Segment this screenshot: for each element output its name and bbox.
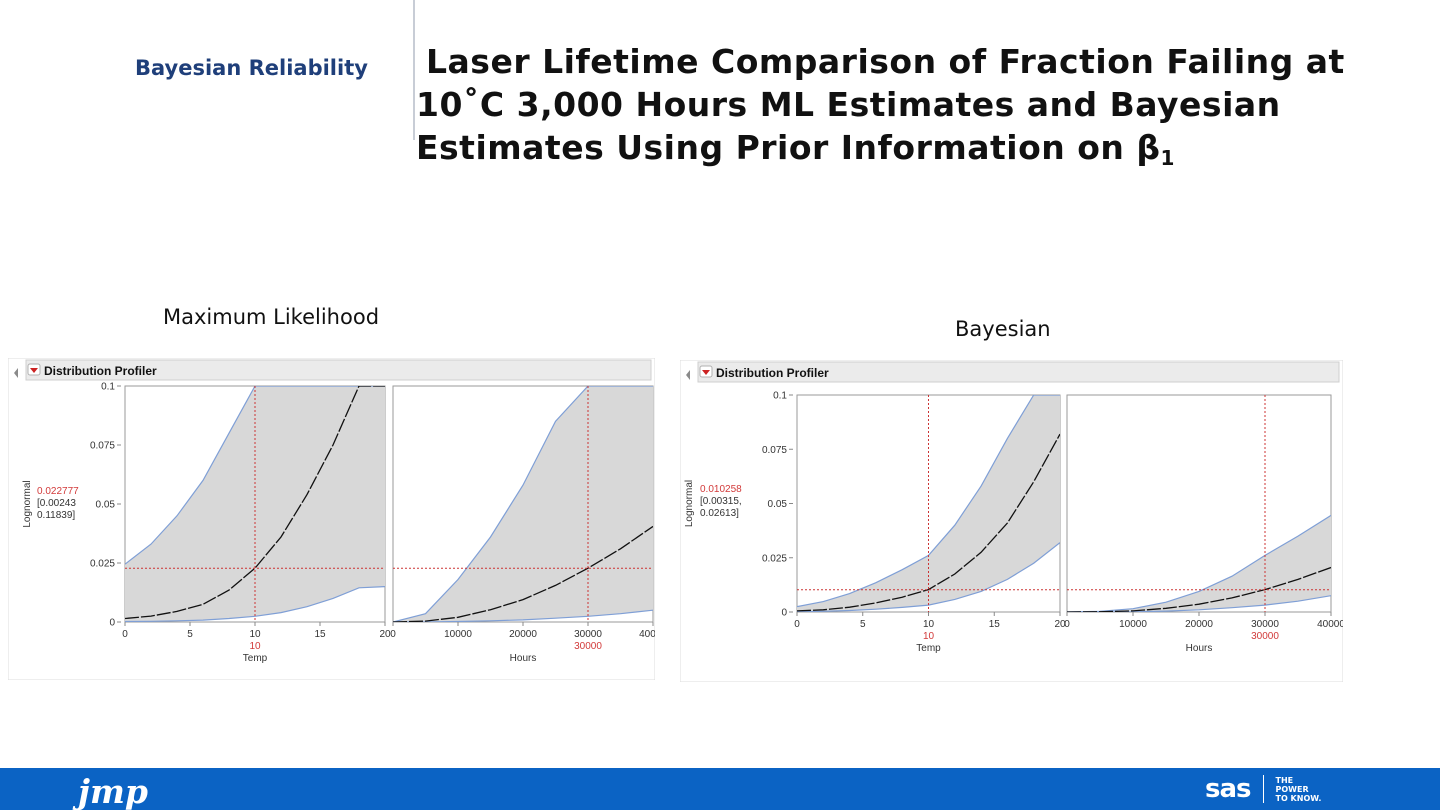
current-factor-value: 30000 [1251,631,1279,642]
plot-contents [1067,395,1331,612]
upper-bound-line [1067,514,1331,612]
x-tick-label: 20000 [509,629,537,640]
y-tick-label: 0.075 [762,445,787,456]
y-tick-label: 0.1 [773,391,787,402]
tagline-2: POWER [1275,784,1309,794]
plot-contents [393,386,653,622]
title-line-1: Laser Lifetime Comparison of Fraction Fa… [426,42,1345,81]
collapse-triangle-icon [14,368,18,378]
x-axis-label: Hours [510,653,537,664]
red-triangle-menu-icon [702,370,710,375]
current-factor-value: 30000 [574,641,602,652]
title-subscript: 1 [1160,146,1175,170]
x-tick-label: 0 [122,629,128,640]
x-tick-label: 30000 [1251,619,1279,630]
y-tick-label: 0 [781,608,787,619]
readout-ci-lower: [0.00243 [37,498,76,509]
sas-logo: sas THE POWER TO KNOW. [1205,774,1321,804]
readout-value: 0.022777 [37,486,79,497]
title-line-3-text: Estimates Using Prior Information on β [416,128,1161,167]
sas-tagline: THE POWER TO KNOW. [1276,776,1322,803]
x-axis-label: Temp [243,653,268,664]
x-tick-label: 0 [390,629,396,640]
estimate-curve [393,525,653,622]
bayesian-profiler-chart: Distribution Profiler 0 0.025 0.05 0.075 0.1 L… [680,360,1343,682]
collapse-triangle-icon [686,370,690,380]
slide-title: Laser Lifetime Comparison of Fraction Fa… [416,40,1416,180]
readout-ci-lower: [0.00315, [700,496,742,507]
sas-logo-text: sas [1205,774,1251,804]
caption-ml: Maximum Likelihood [163,305,380,329]
section-label: Bayesian Reliability [135,56,368,80]
x-axis-label: Temp [916,643,941,654]
profiler-title: Distribution Profiler [716,366,829,380]
x-tick-label: 10 [923,619,935,630]
x-tick-label: 5 [187,629,193,640]
y-tick-label: 0.025 [762,553,787,564]
y-tick-label: 0.075 [90,441,115,452]
title-line-3: Estimates Using Prior Information on β1 [416,126,1416,180]
y-tick-label: 0 [109,618,115,629]
x-axis-label: Hours [1186,643,1213,654]
title-divider [413,0,415,140]
caption-bayesian: Bayesian [955,317,1051,341]
profiler-header-bar [697,361,1340,383]
lower-bound-line [797,542,1060,612]
tagline-3: TO KNOW. [1275,793,1322,803]
y-tick-label: 0.05 [96,500,116,511]
tagline-1: THE [1275,775,1294,785]
estimate-curve [1067,566,1331,612]
upper-bound-line [125,386,385,565]
profiler-title: Distribution Profiler [44,364,157,378]
sas-logo-divider [1262,775,1264,803]
factor-panel-hours: 0 10000 20000 30000 40000 30000 Hours [390,385,655,664]
x-tick-label: 5 [860,619,866,630]
lower-bound-line [393,609,653,622]
y-axis-label: Lognormal [22,480,33,527]
current-factor-value: 10 [923,631,935,642]
profiler-header-bar [25,359,652,381]
title-line-2: 10˚C 3,000 Hours ML Estimates and Bayesi… [416,85,1281,124]
confidence-band [797,395,1060,612]
x-tick-label: 40000 [639,629,655,640]
estimate-curve [125,386,385,620]
readout-value: 0.010258 [700,484,742,495]
x-tick-label: 15 [314,629,326,640]
x-tick-label: 20 [379,629,391,640]
readout-ci-upper: 0.11839] [37,510,75,521]
y-tick-label: 0.05 [768,499,788,510]
jmp-logo: jmp [78,772,148,811]
y-axis-label: Lognormal [684,480,695,527]
x-tick-label: 20 [1054,619,1066,630]
estimate-curve [797,433,1060,612]
x-tick-label: 0 [1064,619,1070,630]
footer-bar [0,768,1440,810]
x-tick-label: 40000 [1317,619,1343,630]
y-tick-label: 0.1 [101,382,115,393]
lower-bound-line [125,586,385,622]
ml-profiler-chart: Distribution Profiler 0 0.025 0.05 0.075 0.1 L… [8,358,655,680]
upper-bound-line [393,386,653,622]
x-tick-label: 30000 [574,629,602,640]
red-triangle-menu-icon [30,368,38,373]
plot-contents [125,386,385,622]
x-tick-label: 10 [249,629,261,640]
factor-panel-hours: 0 10000 20000 30000 40000 30000 Hours [1064,394,1343,654]
readout-ci-upper: 0.02613] [700,508,739,519]
y-tick-label: 0.025 [90,559,115,570]
x-tick-label: 0 [794,619,800,630]
x-tick-label: 15 [989,619,1001,630]
current-factor-value: 10 [249,641,261,652]
plot-contents [797,395,1060,612]
x-tick-label: 20000 [1185,619,1213,630]
x-tick-label: 10000 [1119,619,1147,630]
x-tick-label: 10000 [444,629,472,640]
